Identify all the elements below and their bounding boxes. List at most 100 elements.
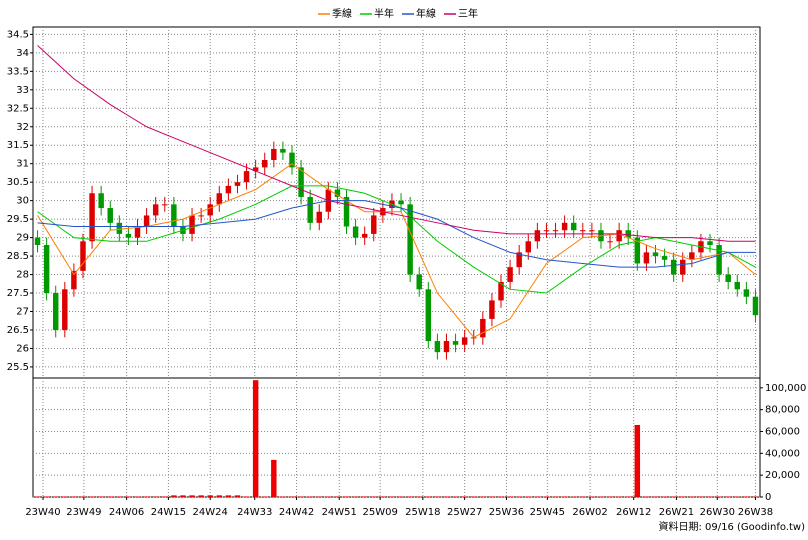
candle-body (525, 241, 531, 253)
volume-bar (52, 496, 59, 497)
y2-tick-label: 40,000 (765, 448, 800, 459)
volume-bar (371, 496, 377, 497)
volume-bar (352, 496, 359, 497)
candle-body (189, 215, 195, 234)
x-tick-label: 25W09 (362, 507, 397, 518)
volume-bar (625, 496, 631, 497)
x-tick-label: 24W42 (279, 507, 314, 518)
volume-bar (752, 496, 759, 497)
y-tick-label: 34.5 (7, 29, 29, 40)
volume-bar (271, 459, 277, 497)
volume-bar (162, 496, 168, 497)
x-tick-label: 25W18 (405, 507, 440, 518)
volume-bar (216, 495, 223, 497)
candle-body (580, 230, 586, 232)
x-tick-label: 23W49 (66, 507, 101, 518)
x-tick-label: 25W27 (447, 507, 482, 518)
y-tick-label: 27 (16, 306, 29, 317)
legend-label: 季線 (332, 7, 352, 20)
volume-bar (489, 496, 495, 497)
candle-body (62, 289, 68, 330)
candle-body (98, 193, 104, 209)
candle-body (725, 274, 731, 282)
y-tick-label: 31.5 (7, 140, 29, 151)
volume-bar (661, 496, 668, 497)
candle-body (670, 259, 677, 275)
candle-body (361, 233, 368, 238)
candle-body (680, 259, 686, 275)
volume-bar (143, 496, 150, 497)
y-tick-label: 33.5 (7, 66, 29, 77)
candle-body (480, 318, 486, 338)
volume-bar (689, 496, 695, 497)
volume-bar (725, 496, 731, 497)
volume-bar (189, 495, 195, 497)
y-tick-label: 34 (16, 48, 29, 59)
volume-bar (207, 495, 213, 497)
volume-bar (361, 496, 368, 497)
volume-bar (116, 496, 123, 497)
candle-body (107, 208, 113, 223)
legend-label: 半年 (374, 7, 394, 20)
candle-body (625, 230, 631, 238)
volume-bar (416, 496, 422, 497)
candle-body (134, 226, 141, 238)
volume-bar (252, 380, 259, 497)
candle-body (461, 337, 468, 345)
candle-body (71, 270, 77, 290)
volume-bar (171, 495, 177, 497)
volume-bar (452, 496, 459, 497)
candle-body (416, 274, 422, 290)
volume-bar (443, 496, 450, 497)
volume-bar (634, 424, 641, 497)
candle-body (434, 341, 441, 353)
y2-tick-label: 100,000 (765, 383, 806, 394)
y-tick-label: 28.5 (7, 251, 29, 262)
ma-line (37, 163, 756, 338)
candle-body (34, 237, 41, 245)
candle-body (425, 289, 432, 342)
candle-body (234, 182, 241, 186)
x-tick-label: 23W40 (25, 507, 60, 518)
x-tick-label: 24W51 (322, 507, 357, 518)
candle-body (607, 241, 613, 243)
x-tick-label: 24W24 (193, 507, 228, 518)
y-tick-label: 29.5 (7, 214, 29, 225)
y-tick-label: 33 (16, 85, 29, 96)
x-tick-label: 26W38 (738, 507, 773, 518)
volume-bar (734, 496, 741, 497)
candle-body (316, 211, 322, 223)
ma-line (37, 200, 756, 268)
volume-bar (198, 495, 204, 497)
volume-bar (34, 496, 41, 497)
candle-body (271, 148, 277, 161)
volume-bar (125, 496, 132, 497)
volume-bar (80, 496, 86, 497)
x-tick-label: 26W21 (659, 507, 694, 518)
volume-bar (380, 496, 386, 497)
legend-label: 三年 (458, 7, 478, 20)
candle-body (43, 244, 50, 294)
candle-body (616, 230, 622, 242)
candle-body (443, 341, 450, 353)
candle-body (743, 289, 750, 297)
volume-bar (334, 496, 341, 497)
volume-bar (316, 496, 322, 497)
volume-bar (280, 496, 286, 497)
candle-body (498, 281, 504, 301)
y-tick-label: 30 (16, 196, 29, 207)
candle-body (298, 167, 304, 197)
volume-bar (461, 496, 468, 497)
candle-body (334, 189, 341, 197)
y-tick-label: 26.5 (7, 325, 29, 336)
candle-body (734, 281, 741, 290)
x-tick-label: 24W15 (151, 507, 186, 518)
volume-bar (534, 496, 541, 497)
y2-tick-label: 20,000 (765, 470, 800, 481)
volume-bar (225, 495, 232, 497)
volume-bar (680, 496, 686, 497)
volume-bar (743, 496, 750, 497)
candle-body (634, 237, 641, 264)
candle-body (225, 185, 232, 194)
volume-bar (43, 496, 50, 497)
